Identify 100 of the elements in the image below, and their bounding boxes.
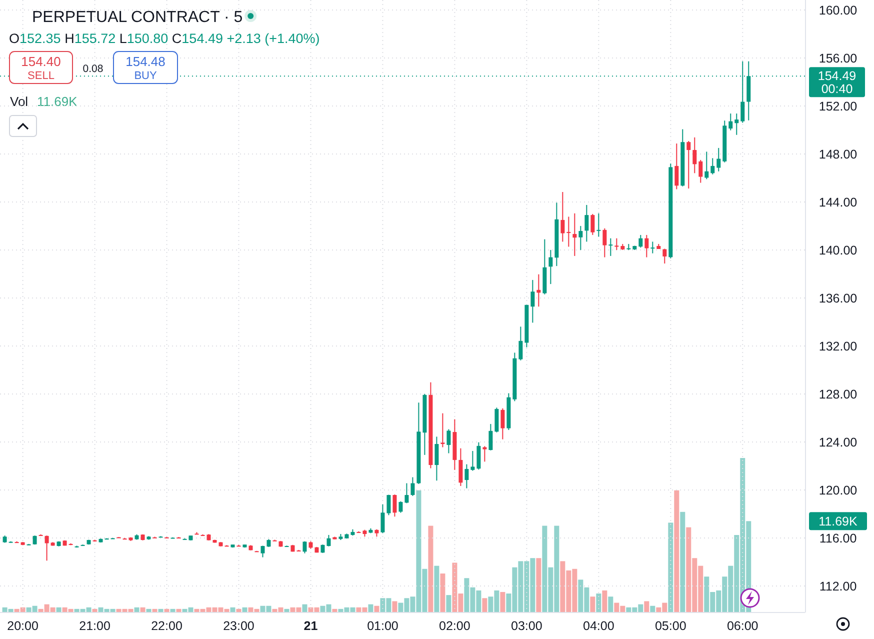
bar: [302, 604, 308, 612]
candlestick: [674, 143, 679, 190]
bar: [590, 596, 596, 612]
candlestick: [482, 446, 487, 462]
ref-line-label: 154.49: [818, 69, 856, 84]
bar: [680, 512, 686, 612]
bar: [236, 608, 242, 612]
candlestick: [608, 238, 613, 256]
candlestick: [446, 428, 451, 454]
bar: [164, 608, 170, 612]
candlestick: [704, 151, 709, 180]
x-tick-label: 22:00: [151, 619, 182, 633]
y-tick-label: 160.00: [818, 3, 858, 18]
bar: [596, 594, 602, 612]
candlestick: [548, 249, 553, 285]
y-tick-label: 156.00: [818, 51, 858, 66]
bar: [428, 526, 434, 612]
x-tick-label: 21: [304, 619, 318, 633]
bar: [650, 606, 656, 612]
candlestick: [404, 482, 409, 504]
bar: [134, 607, 140, 612]
candlestick: [572, 212, 577, 256]
annotation: BUY: [134, 70, 158, 82]
x-tick-label: 01:00: [367, 619, 398, 633]
bar: [176, 608, 182, 612]
candlestick: [530, 279, 535, 324]
bar: [668, 522, 674, 612]
candlestick: [464, 464, 469, 489]
bar: [434, 566, 440, 612]
candlestick: [590, 213, 595, 236]
bar: [440, 574, 446, 612]
candlestick: [650, 241, 655, 254]
bar: [368, 604, 374, 612]
bar: [602, 590, 608, 612]
candlestick: [566, 216, 571, 248]
y-tick-label: 116.00: [819, 531, 857, 546]
bar: [500, 592, 506, 612]
candlestick: [596, 212, 601, 238]
candlestick: [410, 476, 415, 496]
candlestick: [602, 228, 607, 258]
y-tick-label: 152.00: [818, 99, 858, 114]
bar: [332, 608, 338, 612]
candlestick: [380, 504, 385, 534]
text: PERPETUAL CONTRACT · 5: [32, 9, 243, 26]
x-tick-label: 20:00: [7, 619, 38, 633]
x-tick-label: 06:00: [726, 619, 758, 633]
annotation: 0.08: [82, 63, 104, 75]
x-tick-label: 03:00: [511, 619, 542, 633]
candlestick: [710, 158, 715, 175]
y-tick-label: 112.00: [819, 579, 857, 594]
bar: [284, 608, 290, 612]
candlestick: [644, 234, 649, 258]
bar: [608, 596, 614, 612]
candlestick: [44, 535, 49, 562]
text: 11.69K: [818, 514, 858, 529]
y-tick-label: 124.00: [818, 435, 858, 450]
candlestick: [692, 136, 697, 174]
bar: [92, 608, 98, 612]
candlestick: [494, 407, 499, 433]
candlestick: [470, 450, 475, 472]
candlestick: [698, 159, 703, 184]
candlestick: [392, 494, 397, 518]
bar: [392, 601, 398, 612]
bar: [536, 558, 542, 612]
bar: [56, 607, 62, 612]
bar: [644, 601, 650, 612]
y-tick-label: 120.00: [818, 483, 858, 498]
candlestick: [536, 274, 541, 308]
bar: [146, 608, 152, 612]
text: 00:40: [821, 82, 853, 96]
candlestick: [398, 500, 403, 514]
annotation: SELL: [28, 70, 54, 82]
annotation: 154.48: [126, 54, 166, 69]
y-tick-label: 132.00: [818, 339, 858, 354]
y-tick-label: 144.00: [818, 195, 858, 210]
candlestick: [476, 442, 481, 470]
candlestick: [728, 113, 733, 131]
x-tick-label: 04:00: [583, 619, 614, 633]
candlestick: [686, 140, 691, 190]
y-tick-label: 136.00: [818, 291, 858, 306]
text: O152.35 H155.72 L150.80 C154.49 +2.13 (+1.40%): [9, 31, 320, 46]
bar: [230, 607, 236, 612]
x-tick-label: 23:00: [223, 619, 254, 633]
candlestick: [434, 436, 439, 482]
y-tick-label: 140.00: [818, 243, 858, 258]
y-tick-label: 128.00: [818, 387, 858, 402]
candlestick: [716, 147, 721, 172]
bar: [674, 490, 680, 612]
candlestick: [584, 204, 589, 242]
candlestick: [488, 423, 493, 451]
bar: [170, 608, 176, 612]
annotation: Vol: [10, 94, 28, 109]
candlestick: [560, 192, 565, 242]
bar: [152, 608, 158, 612]
bar: [446, 595, 452, 612]
bar: [242, 607, 248, 612]
bar: [482, 598, 488, 612]
x-tick-label: 05:00: [654, 619, 686, 633]
candlestick: [458, 448, 463, 486]
candlestick: [578, 225, 583, 250]
